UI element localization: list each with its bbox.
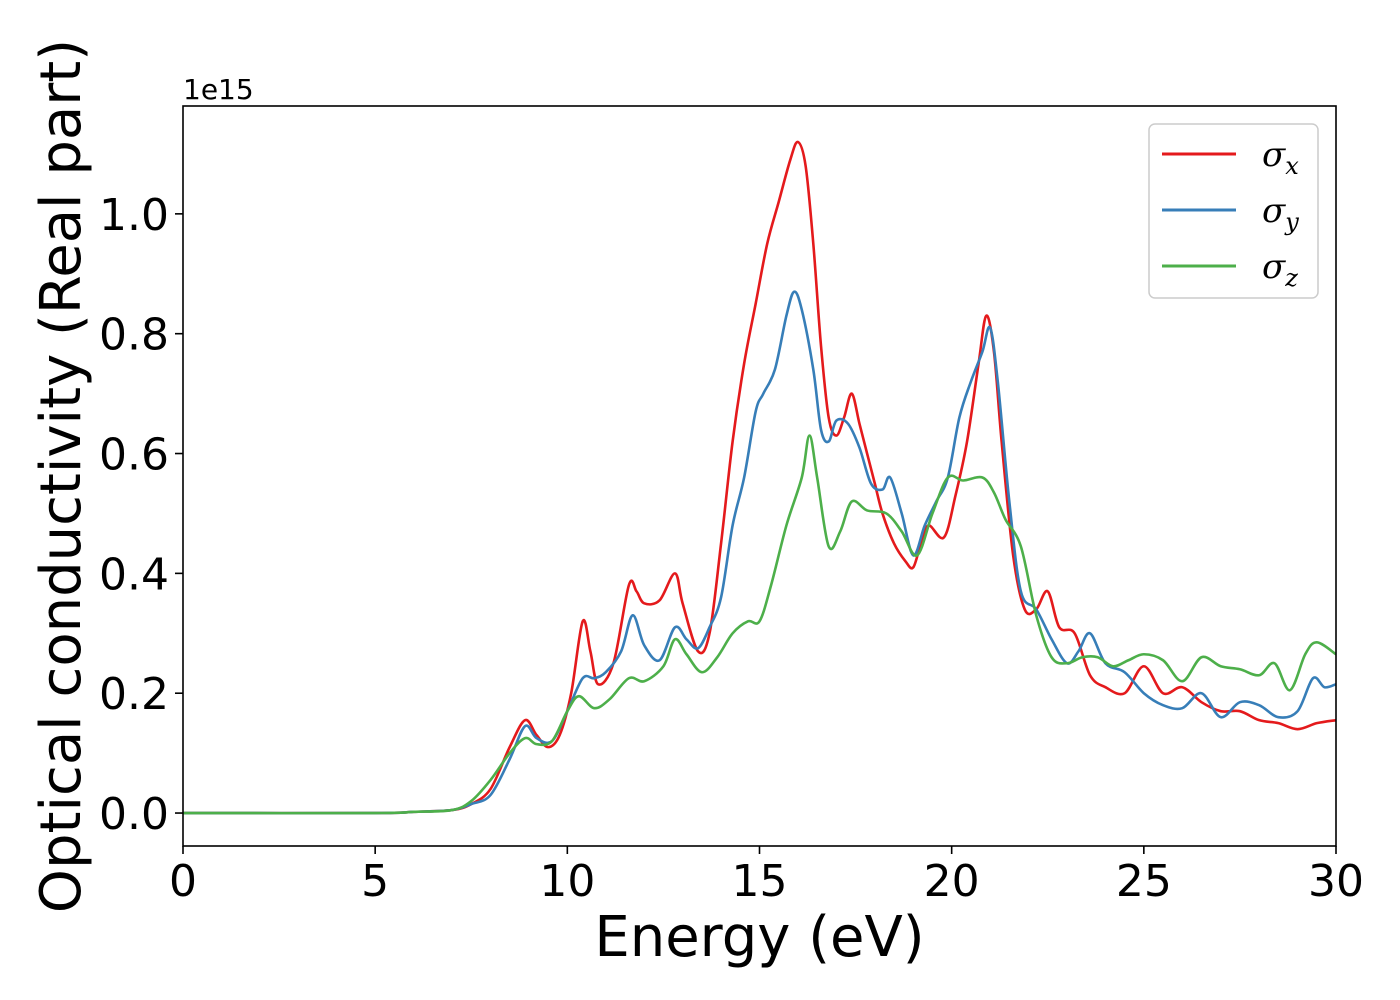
y-tick-label: 0.2 — [99, 669, 169, 720]
y-axis-title: Optical conductivity (Real part) — [29, 39, 94, 913]
y-tick-label: 0.8 — [99, 310, 169, 361]
series-layer — [182, 140, 1337, 815]
plot-background — [183, 106, 1336, 846]
x-tick-label: 30 — [1308, 856, 1364, 907]
series-line-y — [182, 290, 1337, 815]
x-tick-label: 0 — [169, 856, 197, 907]
x-tick-label: 5 — [361, 856, 389, 907]
x-axis-title: Energy (eV) — [594, 905, 924, 970]
legend: σx σy σz — [1148, 123, 1319, 299]
y-tick-label: 0.6 — [99, 430, 169, 481]
legend-label-z: σz — [1262, 247, 1298, 292]
legend-label-x: σx — [1262, 135, 1299, 180]
y-tick-label: 0.4 — [99, 549, 169, 600]
series-line-x — [182, 140, 1337, 815]
x-tick-label: 20 — [924, 856, 980, 907]
y-tick-label: 0.0 — [99, 789, 169, 840]
x-tick-label: 25 — [1116, 856, 1172, 907]
x-tick-label: 10 — [539, 856, 595, 907]
y-offset-label: 1e15 — [183, 73, 254, 106]
y-tick-label: 1.0 — [99, 190, 169, 241]
y-axis-ticks: 0.0 0.2 0.4 0.6 0.8 1.0 — [99, 190, 183, 840]
x-tick-label: 15 — [732, 856, 788, 907]
series-line-z — [182, 434, 1337, 815]
x-axis-ticks: 0 5 10 15 20 25 30 — [169, 846, 1364, 907]
legend-label-y: σy — [1262, 191, 1299, 236]
